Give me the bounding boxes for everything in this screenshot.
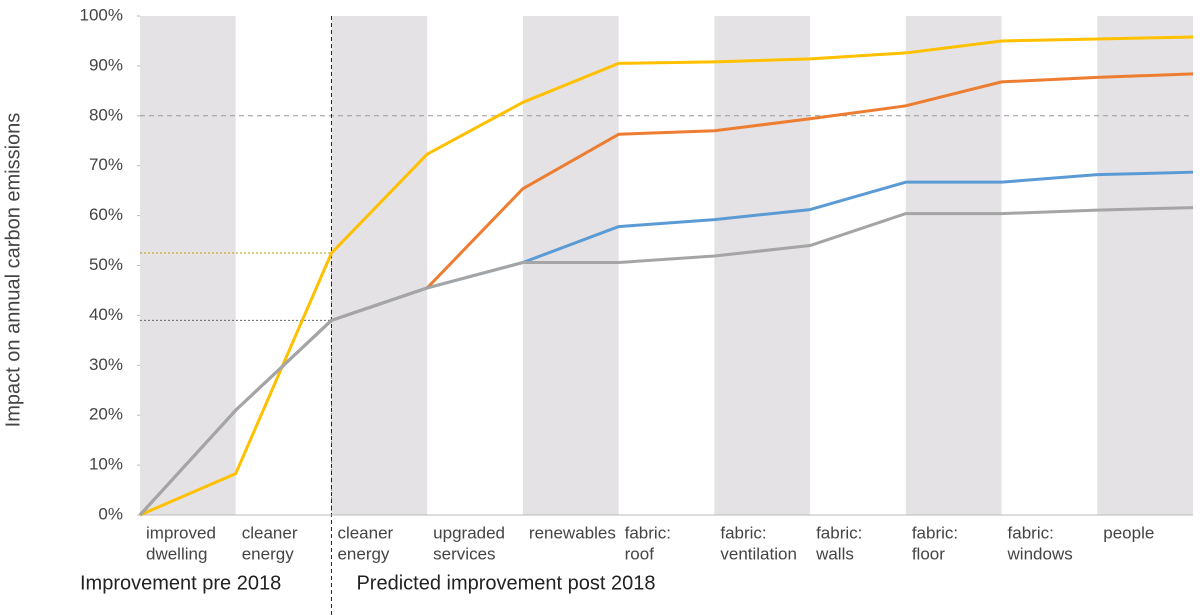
x-tick-label: fabric: [720, 523, 766, 542]
y-axis-label: Impact on annual carbon emissions [2, 113, 24, 428]
y-tick-label: 50% [89, 255, 123, 274]
x-tick-label: ventilation [720, 544, 797, 563]
x-tick-label: services [433, 544, 495, 563]
y-tick-label: 10% [89, 455, 123, 474]
x-tick-label: energy [337, 544, 389, 563]
x-tick-label: fabric: [625, 523, 671, 542]
x-tick-label: cleaner [242, 523, 298, 542]
y-tick-label: 60% [89, 205, 123, 224]
series-line [138, 170, 1194, 517]
x-tick-label: floor [912, 544, 945, 563]
x-tick-label: cleaner [337, 523, 393, 542]
x-tick-label: people [1103, 523, 1154, 542]
band [905, 16, 1002, 515]
x-tick-label: renewables [529, 523, 616, 542]
y-tick-label: 90% [89, 55, 123, 74]
x-tick-label: roof [625, 544, 655, 563]
series-line [138, 72, 1194, 517]
x-tick-label: energy [242, 544, 294, 563]
group-label: Improvement pre 2018 [80, 572, 281, 594]
band [522, 16, 619, 515]
x-tick-label: fabric: [912, 523, 958, 542]
x-tick-label: walls [815, 544, 854, 563]
series-line [138, 206, 1194, 517]
x-tick-label: improved [146, 523, 216, 542]
x-tick-label: fabric: [1008, 523, 1054, 542]
y-tick-label: 0% [98, 504, 123, 523]
band [1097, 16, 1193, 515]
group-label: Predicted improvement post 2018 [356, 572, 655, 594]
y-tick-label: 20% [89, 405, 123, 424]
x-tick-label: fabric: [816, 523, 862, 542]
band [714, 16, 811, 515]
y-tick-label: 100% [80, 5, 123, 24]
y-tick-label: 80% [89, 105, 123, 124]
y-tick-label: 70% [89, 155, 123, 174]
x-tick-label: dwelling [146, 544, 207, 563]
x-tick-label: windows [1007, 544, 1073, 563]
band [140, 16, 236, 515]
y-tick-label: 40% [89, 305, 123, 324]
x-tick-label: upgraded [433, 523, 505, 542]
y-tick-label: 30% [89, 355, 123, 374]
series-line [139, 35, 1194, 517]
band [331, 16, 428, 515]
